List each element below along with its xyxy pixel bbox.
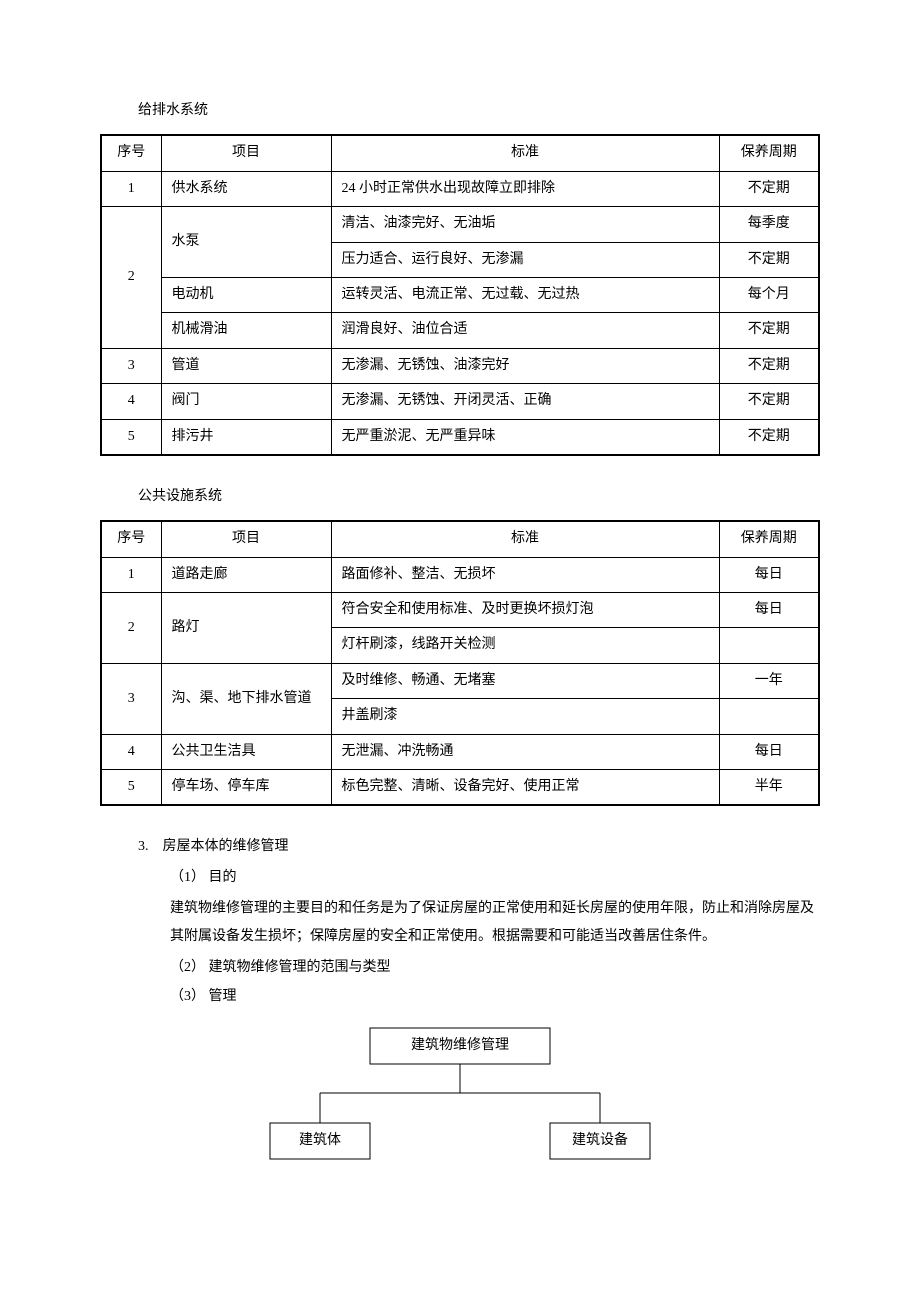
cell-standard: 24 小时正常供水出现故障立即排除 <box>331 171 719 206</box>
cell-standard: 井盖刷漆 <box>331 699 719 734</box>
table-row: 1道路走廊路面修补、整洁、无损坏每日 <box>101 557 819 592</box>
table1-header-period: 保养周期 <box>719 135 819 171</box>
table1-title: 给排水系统 <box>138 100 820 122</box>
cell-standard: 无渗漏、无锈蚀、开闭灵活、正确 <box>331 384 719 419</box>
cell-standard: 符合安全和使用标准、及时更换坏损灯泡 <box>331 593 719 628</box>
table2: 序号 项目 标准 保养周期 1道路走廊路面修补、整洁、无损坏每日2路灯符合安全和… <box>100 520 820 806</box>
cell-period: 不定期 <box>719 242 819 277</box>
cell-period: 不定期 <box>719 171 819 206</box>
diagram: 建筑物维修管理建筑体 建筑设备 <box>210 1018 710 1178</box>
cell-seq: 1 <box>101 557 161 592</box>
cell-item: 道路走廊 <box>161 557 331 592</box>
cell-period: 每日 <box>719 734 819 769</box>
cell-seq: 4 <box>101 734 161 769</box>
section3-heading: 3. 房屋本体的维修管理 <box>138 836 820 858</box>
table-row: 1供水系统24 小时正常供水出现故障立即排除不定期 <box>101 171 819 206</box>
table-row: 5停车场、停车库标色完整、清晰、设备完好、使用正常半年 <box>101 770 819 806</box>
cell-period: 不定期 <box>719 419 819 455</box>
table-row: 4阀门无渗漏、无锈蚀、开闭灵活、正确不定期 <box>101 384 819 419</box>
cell-seq: 3 <box>101 663 161 734</box>
table-row: 电动机运转灵活、电流正常、无过载、无过热每个月 <box>101 277 819 312</box>
svg-text:建筑体: 建筑体 <box>299 1132 341 1148</box>
cell-period: 不定期 <box>719 313 819 348</box>
cell-standard: 润滑良好、油位合适 <box>331 313 719 348</box>
table-row: 5排污井无严重淤泥、无严重异味不定期 <box>101 419 819 455</box>
cell-item: 管道 <box>161 348 331 383</box>
table-row: 2路灯符合安全和使用标准、及时更换坏损灯泡每日 <box>101 593 819 628</box>
cell-standard: 清洁、油漆完好、无油垢 <box>331 207 719 242</box>
cell-item: 排污井 <box>161 419 331 455</box>
cell-standard: 标色完整、清晰、设备完好、使用正常 <box>331 770 719 806</box>
table2-header-period: 保养周期 <box>719 521 819 557</box>
cell-period: 每个月 <box>719 277 819 312</box>
cell-standard: 路面修补、整洁、无损坏 <box>331 557 719 592</box>
cell-item: 沟、渠、地下排水管道 <box>161 663 331 734</box>
table-row: 3沟、渠、地下排水管道及时维修、畅通、无堵塞一年 <box>101 663 819 698</box>
cell-item: 停车场、停车库 <box>161 770 331 806</box>
cell-standard: 运转灵活、电流正常、无过载、无过热 <box>331 277 719 312</box>
cell-standard: 无严重淤泥、无严重异味 <box>331 419 719 455</box>
diagram-container: 建筑物维修管理建筑体 建筑设备 <box>100 1018 820 1178</box>
cell-standard: 压力适合、运行良好、无渗漏 <box>331 242 719 277</box>
section3-item2-label: （2） 建筑物维修管理的范围与类型 <box>170 957 820 979</box>
cell-item: 供水系统 <box>161 171 331 206</box>
cell-period: 半年 <box>719 770 819 806</box>
cell-standard: 及时维修、畅通、无堵塞 <box>331 663 719 698</box>
cell-period: 不定期 <box>719 384 819 419</box>
table2-header-item: 项目 <box>161 521 331 557</box>
cell-item: 机械滑油 <box>161 313 331 348</box>
cell-period: 每季度 <box>719 207 819 242</box>
cell-period: 每日 <box>719 557 819 592</box>
cell-seq: 2 <box>101 207 161 349</box>
cell-item: 路灯 <box>161 593 331 664</box>
cell-period <box>719 699 819 734</box>
cell-seq: 1 <box>101 171 161 206</box>
cell-period <box>719 628 819 663</box>
cell-seq: 5 <box>101 770 161 806</box>
section3-item3-label: （3） 管理 <box>170 986 820 1008</box>
section3-item1-label: （1） 目的 <box>170 867 820 889</box>
svg-text:建筑设备: 建筑设备 <box>572 1131 628 1148</box>
table1-header-std: 标准 <box>331 135 719 171</box>
cell-standard: 灯杆刷漆，线路开关检测 <box>331 628 719 663</box>
table2-header-seq: 序号 <box>101 521 161 557</box>
cell-seq: 3 <box>101 348 161 383</box>
cell-seq: 2 <box>101 593 161 664</box>
cell-period: 一年 <box>719 663 819 698</box>
table-row: 3管道无渗漏、无锈蚀、油漆完好不定期 <box>101 348 819 383</box>
table1: 序号 项目 标准 保养周期 1供水系统24 小时正常供水出现故障立即排除不定期2… <box>100 134 820 456</box>
table1-header-item: 项目 <box>161 135 331 171</box>
table2-title: 公共设施系统 <box>138 486 820 508</box>
table-row: 4公共卫生洁具无泄漏、冲洗畅通每日 <box>101 734 819 769</box>
table-row: 2水泵清洁、油漆完好、无油垢每季度 <box>101 207 819 242</box>
section3: 3. 房屋本体的维修管理 （1） 目的 建筑物维修管理的主要目的和任务是为了保证… <box>138 836 820 1008</box>
table-row: 机械滑油润滑良好、油位合适不定期 <box>101 313 819 348</box>
cell-standard: 无渗漏、无锈蚀、油漆完好 <box>331 348 719 383</box>
cell-item: 水泵 <box>161 207 331 278</box>
cell-seq: 5 <box>101 419 161 455</box>
cell-item: 公共卫生洁具 <box>161 734 331 769</box>
svg-text:建筑物维修管理: 建筑物维修管理 <box>411 1037 509 1053</box>
cell-seq: 4 <box>101 384 161 419</box>
section3-item1-text: 建筑物维修管理的主要目的和任务是为了保证房屋的正常使用和延长房屋的使用年限，防止… <box>170 895 820 951</box>
cell-period: 每日 <box>719 593 819 628</box>
cell-item: 阀门 <box>161 384 331 419</box>
cell-standard: 无泄漏、冲洗畅通 <box>331 734 719 769</box>
table1-header-seq: 序号 <box>101 135 161 171</box>
table2-header-std: 标准 <box>331 521 719 557</box>
cell-period: 不定期 <box>719 348 819 383</box>
cell-item: 电动机 <box>161 277 331 312</box>
